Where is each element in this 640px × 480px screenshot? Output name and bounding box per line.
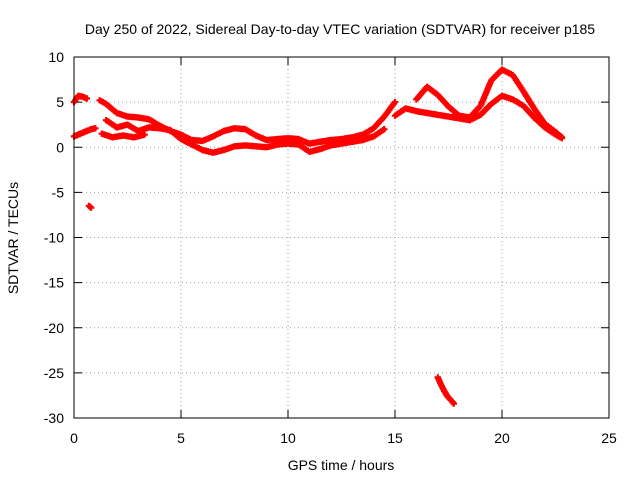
series-track-i — [434, 374, 457, 407]
y-tick-label: -15 — [44, 275, 64, 291]
y-tick-label: 5 — [56, 94, 64, 110]
series-markers — [391, 92, 566, 142]
series-track-c — [85, 202, 95, 211]
series-markers — [413, 66, 566, 141]
data-points — [70, 66, 566, 407]
series-markers — [85, 202, 95, 211]
series-track-f — [98, 130, 148, 141]
x-tick-label: 25 — [601, 430, 617, 446]
series-track-h — [413, 66, 566, 141]
y-tick-label: -5 — [52, 184, 65, 200]
y-tick-label: -25 — [44, 365, 64, 381]
y-tick-label: -30 — [44, 410, 64, 426]
y-axis-label: SDTVAR / TECUs — [5, 182, 21, 294]
y-tick-label: -20 — [44, 320, 64, 336]
y-tick-label: -10 — [44, 230, 64, 246]
series-track-g — [391, 92, 566, 142]
tick-labels: 0 5 10 15 20 25 -30 -25 -20 -15 -10 -5 0 5 10 — [44, 49, 617, 446]
x-tick-label: 10 — [280, 430, 296, 446]
series-track-e — [102, 117, 388, 156]
series-markers — [434, 374, 457, 407]
y-tick-label: 0 — [56, 139, 64, 155]
x-tick-label: 20 — [494, 430, 510, 446]
chart-title: Day 250 of 2022, Sidereal Day-to-day VTE… — [85, 21, 595, 37]
series-markers — [98, 130, 148, 141]
plot-border — [73, 56, 610, 419]
x-tick-label: 5 — [177, 430, 185, 446]
x-axis-label: GPS time / hours — [288, 457, 395, 473]
y-tick-label: 10 — [48, 49, 64, 65]
x-tick-label: 0 — [70, 430, 78, 446]
x-tick-label: 15 — [387, 430, 403, 446]
series-markers — [102, 117, 388, 156]
